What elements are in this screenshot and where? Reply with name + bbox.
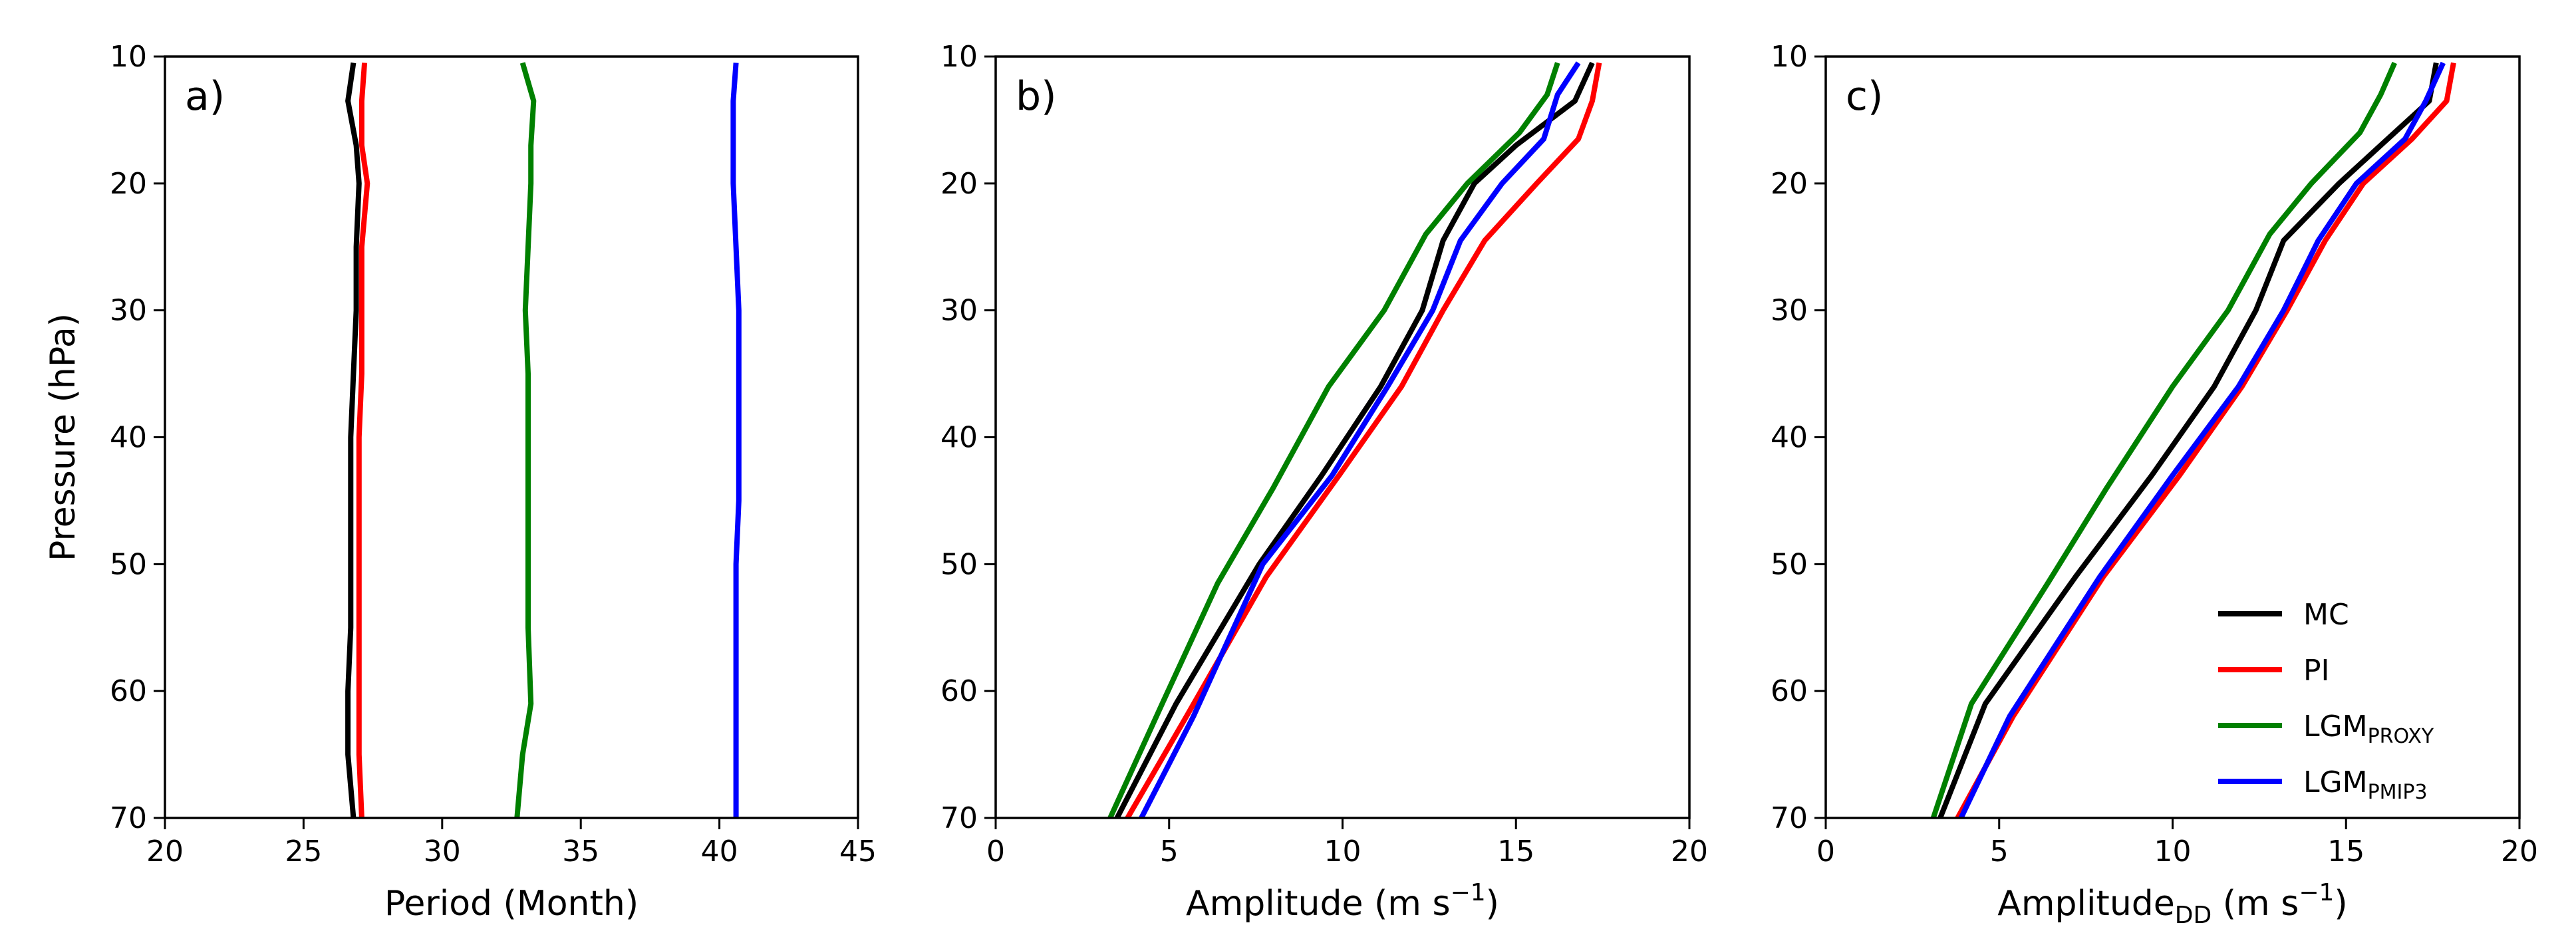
series-line-lgm-pmip3 — [1139, 61, 1581, 818]
legend-entry: PI — [2218, 654, 2330, 688]
x-axis-label: AmplitudeDD (m s−1) — [1997, 879, 2347, 929]
series-line-pi — [1955, 62, 2456, 818]
y-tick-label: 30 — [110, 294, 147, 328]
y-tick-label: 10 — [940, 40, 978, 74]
panel-label: c) — [1846, 73, 1883, 120]
legend: MC PI LGMPROXY LGMPMIP3 — [2218, 598, 2434, 804]
series-line-pi — [1125, 62, 1602, 818]
y-tick-label: 70 — [1771, 801, 1808, 835]
series-line-lgm-pmip3 — [1958, 61, 2446, 818]
x-tick-label: 0 — [986, 835, 1005, 868]
series-line-lgm-proxy — [1107, 62, 1560, 818]
series-group — [1930, 61, 2456, 818]
x-tick-label: 5 — [1160, 835, 1179, 868]
y-tick-label: 60 — [1771, 674, 1808, 708]
y-tick-label: 50 — [940, 547, 978, 581]
series-line-pi — [356, 63, 370, 818]
series-group — [345, 62, 742, 818]
plot-frame — [994, 55, 1691, 819]
panel-b: 0 5 10 15 20 10 20 30 40 50 60 70 b) Amplitude (m s−1… — [940, 40, 1708, 924]
y-tick-label: 20 — [110, 167, 147, 201]
panel-label: a) — [185, 73, 225, 120]
x-tick-label: 20 — [1671, 835, 1708, 868]
y-tick-label: 70 — [940, 801, 978, 835]
x-tick-label: 10 — [1324, 835, 1361, 868]
legend-entry: LGMPMIP3 — [2218, 765, 2428, 804]
x-tick-label: 45 — [839, 835, 877, 868]
legend-label: LGMPMIP3 — [2303, 765, 2428, 804]
legend-label: MC — [2303, 598, 2349, 632]
series-line-mc — [1114, 61, 1595, 818]
x-axis-label: Amplitude (m s−1) — [1186, 879, 1499, 924]
y-tick-label: 20 — [1771, 167, 1808, 201]
x-tick-label: 10 — [2154, 835, 2192, 868]
panel-c: 0 5 10 15 20 10 20 30 40 50 60 70 c) AmplitudeDD (m s… — [1771, 40, 2538, 929]
x-tick-label: 0 — [1816, 835, 1835, 868]
y-tick-label: 40 — [940, 421, 978, 455]
y-tick-label: 30 — [1771, 294, 1808, 328]
panel-label: b) — [1016, 73, 1057, 120]
series-line-lgm-pmip3 — [730, 63, 742, 818]
legend-label: PI — [2303, 654, 2330, 688]
y-tick-label: 10 — [110, 40, 147, 74]
x-tick-label: 40 — [701, 835, 738, 868]
plot-frame — [164, 55, 859, 819]
y-tick-label: 60 — [940, 674, 978, 708]
x-tick-label: 15 — [1497, 835, 1534, 868]
y-tick-label: 50 — [1771, 547, 1808, 581]
x-axis-label: Period (Month) — [384, 884, 639, 924]
y-tick-label: 40 — [1771, 421, 1808, 455]
x-tick-label: 35 — [562, 835, 599, 868]
x-tick-label: 20 — [146, 835, 184, 868]
legend-label: LGMPROXY — [2303, 710, 2434, 748]
y-tick-label: 60 — [110, 674, 147, 708]
x-tick-label: 25 — [285, 835, 322, 868]
legend-entry: LGMPROXY — [2218, 710, 2434, 748]
x-tick-label: 20 — [2501, 835, 2538, 868]
plot-frame — [1824, 55, 2521, 819]
panel-a: 20 25 30 35 40 45 10 20 30 40 50 60 70 a) Period (Mont… — [110, 40, 877, 924]
x-tick-label: 30 — [424, 835, 461, 868]
series-line-mc — [1937, 62, 2439, 818]
y-tick-label: 50 — [110, 547, 147, 581]
series-line-mc — [345, 62, 362, 818]
y-axis-label: Pressure (hPa) — [43, 313, 83, 561]
x-tick-label: 5 — [1990, 835, 2009, 868]
series-group — [1107, 61, 1602, 818]
y-tick-label: 40 — [110, 421, 147, 455]
legend-entry: MC — [2218, 598, 2349, 632]
y-tick-label: 70 — [110, 801, 147, 835]
series-line-lgm-proxy — [1930, 61, 2397, 818]
series-line-lgm-proxy — [514, 62, 537, 818]
x-tick-label: 15 — [2327, 835, 2364, 868]
y-tick-label: 10 — [1771, 40, 1808, 74]
y-tick-label: 20 — [940, 167, 978, 201]
y-tick-label: 30 — [940, 294, 978, 328]
